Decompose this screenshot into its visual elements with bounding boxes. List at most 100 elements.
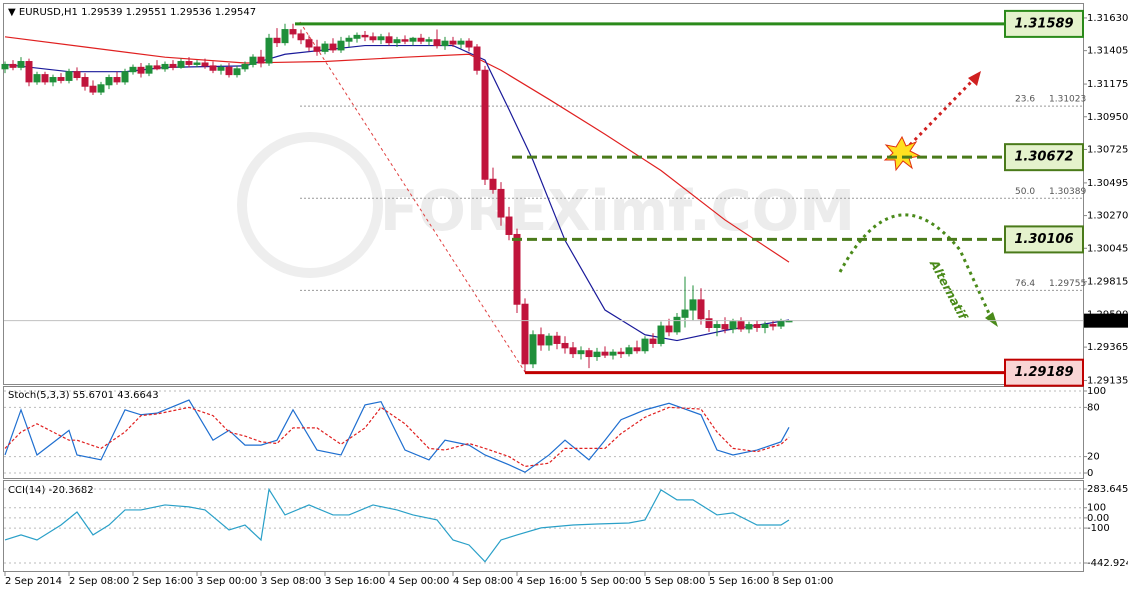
candle-body	[649, 338, 657, 344]
candle-body	[401, 39, 409, 42]
candle-body	[105, 77, 113, 86]
fib-price: 1.30389	[1049, 187, 1086, 197]
y-tick-label: 1.30495	[1087, 178, 1128, 189]
x-tick-label: 2 Sep 16:00	[133, 576, 193, 587]
candle-body	[641, 338, 649, 352]
candle-body	[545, 335, 553, 346]
candle-body	[633, 347, 641, 352]
x-tick-label: 3 Sep 00:00	[197, 576, 257, 587]
candle-body	[553, 335, 561, 344]
candle-body	[441, 40, 449, 47]
x-tick-label: 5 Sep 08:00	[645, 576, 705, 587]
close: 1.29547	[215, 7, 256, 18]
candle-body	[617, 351, 625, 355]
candle-body	[241, 63, 249, 70]
burst	[883, 135, 922, 172]
candle-body	[233, 68, 241, 76]
cci-header: CCI(14) -20.3682	[8, 485, 94, 496]
x-tick-label: 2 Sep 2014	[5, 576, 62, 587]
y-tick-label: 1.30045	[1087, 243, 1128, 254]
candle-body	[457, 40, 465, 45]
x-tick-label: 5 Sep 16:00	[709, 576, 769, 587]
candle-body	[601, 351, 609, 356]
candle-body	[393, 39, 401, 44]
candle-body	[529, 334, 537, 365]
cci-title: CCI(14)	[8, 485, 46, 496]
candle-body	[305, 39, 313, 48]
candle-body	[57, 77, 65, 81]
candle-body	[89, 85, 97, 93]
level-box	[1004, 358, 1084, 387]
candle-body	[593, 351, 601, 358]
candle-body	[497, 188, 505, 218]
x-tick-label: 3 Sep 08:00	[261, 576, 321, 587]
candle-body	[385, 36, 393, 44]
candle-body	[177, 61, 185, 68]
candle-body	[193, 62, 201, 65]
indicator-line	[4, 406, 790, 468]
candle-body	[473, 46, 481, 71]
low: 1.29536	[170, 7, 211, 18]
candle-body	[505, 216, 513, 235]
y-tick-label: 1.31405	[1087, 46, 1128, 57]
candle-body	[265, 37, 273, 64]
candle-body	[729, 321, 737, 330]
candle-body	[297, 33, 305, 41]
watermark-logo	[237, 132, 383, 278]
candle-body	[689, 299, 697, 311]
open: 1.29539	[81, 7, 122, 18]
x-tick-label: 8 Sep 01:00	[773, 576, 833, 587]
fib-level: 50.0	[1015, 187, 1035, 197]
stoch-header: Stoch(5,3,3) 55.6701 43.6643	[8, 390, 159, 401]
y-tick-label: 100	[1087, 386, 1106, 397]
y-tick-label: 283.6455	[1087, 484, 1128, 495]
candle-body	[425, 39, 433, 42]
candle-body	[81, 77, 89, 87]
main-panel	[3, 3, 1084, 385]
candle-body	[249, 56, 257, 65]
symbol: EURUSD,H1	[19, 7, 78, 18]
candle-body	[73, 71, 81, 79]
watermark: FOREXimf.COM	[380, 179, 855, 244]
y-tick-label: 100	[1087, 503, 1106, 514]
candle-body	[337, 40, 345, 51]
candle-body	[313, 46, 321, 52]
candle-body	[513, 233, 521, 305]
level-label: 1.29189	[1014, 365, 1073, 380]
candle-body	[257, 56, 265, 64]
candle-body	[281, 29, 289, 44]
stoch-panel	[3, 386, 1084, 479]
fib-level: 23.6	[1015, 95, 1035, 105]
cci-panel	[3, 480, 1084, 572]
candle-body	[665, 325, 673, 333]
y-tick-label: 80	[1087, 402, 1100, 413]
y-tick-label: 1.29815	[1087, 277, 1128, 288]
y-tick-label: 0	[1087, 468, 1093, 479]
candle-body	[745, 324, 753, 330]
candle-body	[1, 63, 9, 70]
candle-body	[465, 40, 473, 48]
cci-value: -20.3682	[49, 485, 94, 496]
candle-body	[225, 66, 233, 76]
candle-body	[681, 309, 689, 318]
alt-arrowhead	[985, 312, 998, 327]
candle-body	[761, 324, 769, 328]
fib-level: 76.4	[1015, 279, 1035, 289]
candle-body	[569, 347, 577, 355]
candle-body	[121, 71, 129, 83]
candle-body	[753, 324, 761, 328]
candle-body	[673, 316, 681, 333]
candle-body	[217, 66, 225, 71]
y-tick-label: 20	[1087, 452, 1100, 463]
candle-body	[273, 37, 281, 44]
y-tick-label: 1.29135	[1087, 376, 1128, 387]
candle-body	[65, 71, 73, 81]
candle-body	[737, 321, 745, 330]
level-label: 1.31589	[1014, 16, 1073, 31]
candle-body	[97, 84, 105, 93]
price-tag	[1084, 313, 1128, 328]
candle-body	[145, 65, 153, 74]
